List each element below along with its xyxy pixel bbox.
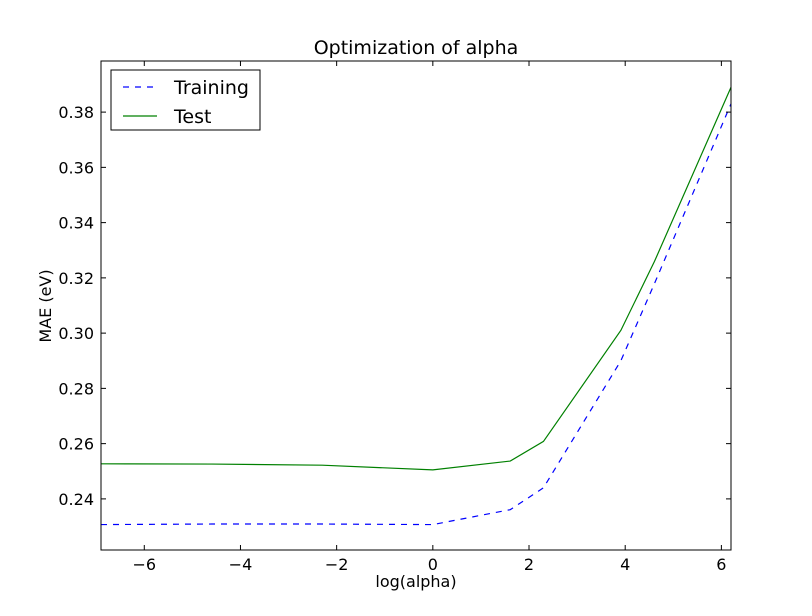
series-line-training bbox=[101, 103, 731, 526]
y-tick-label: 0.24 bbox=[58, 490, 94, 509]
x-tick-label: −4 bbox=[229, 555, 253, 574]
y-tick-label: 0.26 bbox=[58, 435, 94, 454]
y-tick-label: 0.32 bbox=[58, 269, 94, 288]
y-tick-label: 0.38 bbox=[58, 103, 94, 122]
x-tick-label: −2 bbox=[325, 555, 349, 574]
y-tick-label: 0.36 bbox=[58, 158, 94, 177]
series-line-test bbox=[101, 87, 731, 471]
legend-label-training: Training bbox=[173, 77, 249, 99]
legend-box bbox=[110, 69, 261, 131]
y-tick-label: 0.30 bbox=[58, 324, 94, 343]
plot-area: −6 −4 −2 0 2 4 6 0.24 0.26 0.28 0.30 0.32 0.34 0.36 0.… bbox=[58, 60, 732, 574]
x-tick-label: 4 bbox=[620, 555, 630, 574]
y-tick-label: 0.34 bbox=[58, 214, 94, 233]
x-tick-label: 6 bbox=[716, 555, 726, 574]
x-tick-label: 0 bbox=[428, 555, 438, 574]
x-axis-label: log(alpha) bbox=[375, 572, 456, 591]
y-tick-label: 0.28 bbox=[58, 379, 94, 398]
chart-title: Optimization of alpha bbox=[314, 37, 519, 59]
x-tick-label: −6 bbox=[132, 555, 156, 574]
plot-frame bbox=[100, 60, 732, 551]
legend: Training Test bbox=[110, 69, 261, 131]
legend-label-test: Test bbox=[173, 106, 211, 128]
y-axis-label: MAE (eV) bbox=[36, 269, 55, 342]
x-tick-label: 2 bbox=[524, 555, 534, 574]
